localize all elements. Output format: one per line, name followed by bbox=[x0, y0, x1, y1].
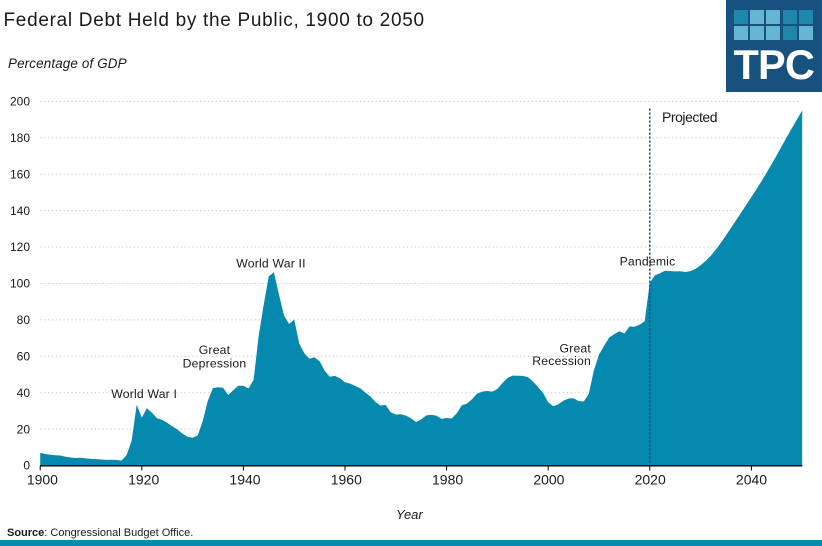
svg-text:2040: 2040 bbox=[736, 472, 767, 488]
svg-text:Great: Great bbox=[199, 343, 231, 357]
svg-text:120: 120 bbox=[10, 240, 30, 254]
svg-text:1940: 1940 bbox=[229, 472, 260, 488]
svg-text:Depression: Depression bbox=[183, 357, 247, 371]
svg-text:Pandemic: Pandemic bbox=[620, 255, 676, 269]
svg-text:Projected: Projected bbox=[662, 109, 717, 125]
svg-text:200: 200 bbox=[10, 95, 30, 109]
svg-text:Recession: Recession bbox=[532, 354, 591, 368]
svg-text:1960: 1960 bbox=[331, 472, 362, 488]
svg-text:80: 80 bbox=[17, 313, 31, 327]
svg-text:1980: 1980 bbox=[432, 472, 463, 488]
svg-text:2020: 2020 bbox=[635, 472, 666, 488]
svg-text:40: 40 bbox=[17, 386, 31, 400]
svg-text:World War II: World War II bbox=[236, 257, 305, 271]
svg-text:1920: 1920 bbox=[128, 472, 159, 488]
svg-text:0: 0 bbox=[23, 459, 30, 473]
svg-text:2000: 2000 bbox=[533, 472, 564, 488]
svg-text:100: 100 bbox=[10, 277, 30, 291]
svg-text:180: 180 bbox=[10, 131, 30, 145]
svg-text:1900: 1900 bbox=[27, 472, 58, 488]
svg-text:20: 20 bbox=[17, 422, 31, 436]
svg-text:Great: Great bbox=[560, 341, 592, 355]
svg-text:60: 60 bbox=[17, 350, 31, 364]
svg-text:160: 160 bbox=[10, 167, 30, 181]
svg-text:World War I: World War I bbox=[111, 387, 177, 401]
svg-text:140: 140 bbox=[10, 204, 30, 218]
